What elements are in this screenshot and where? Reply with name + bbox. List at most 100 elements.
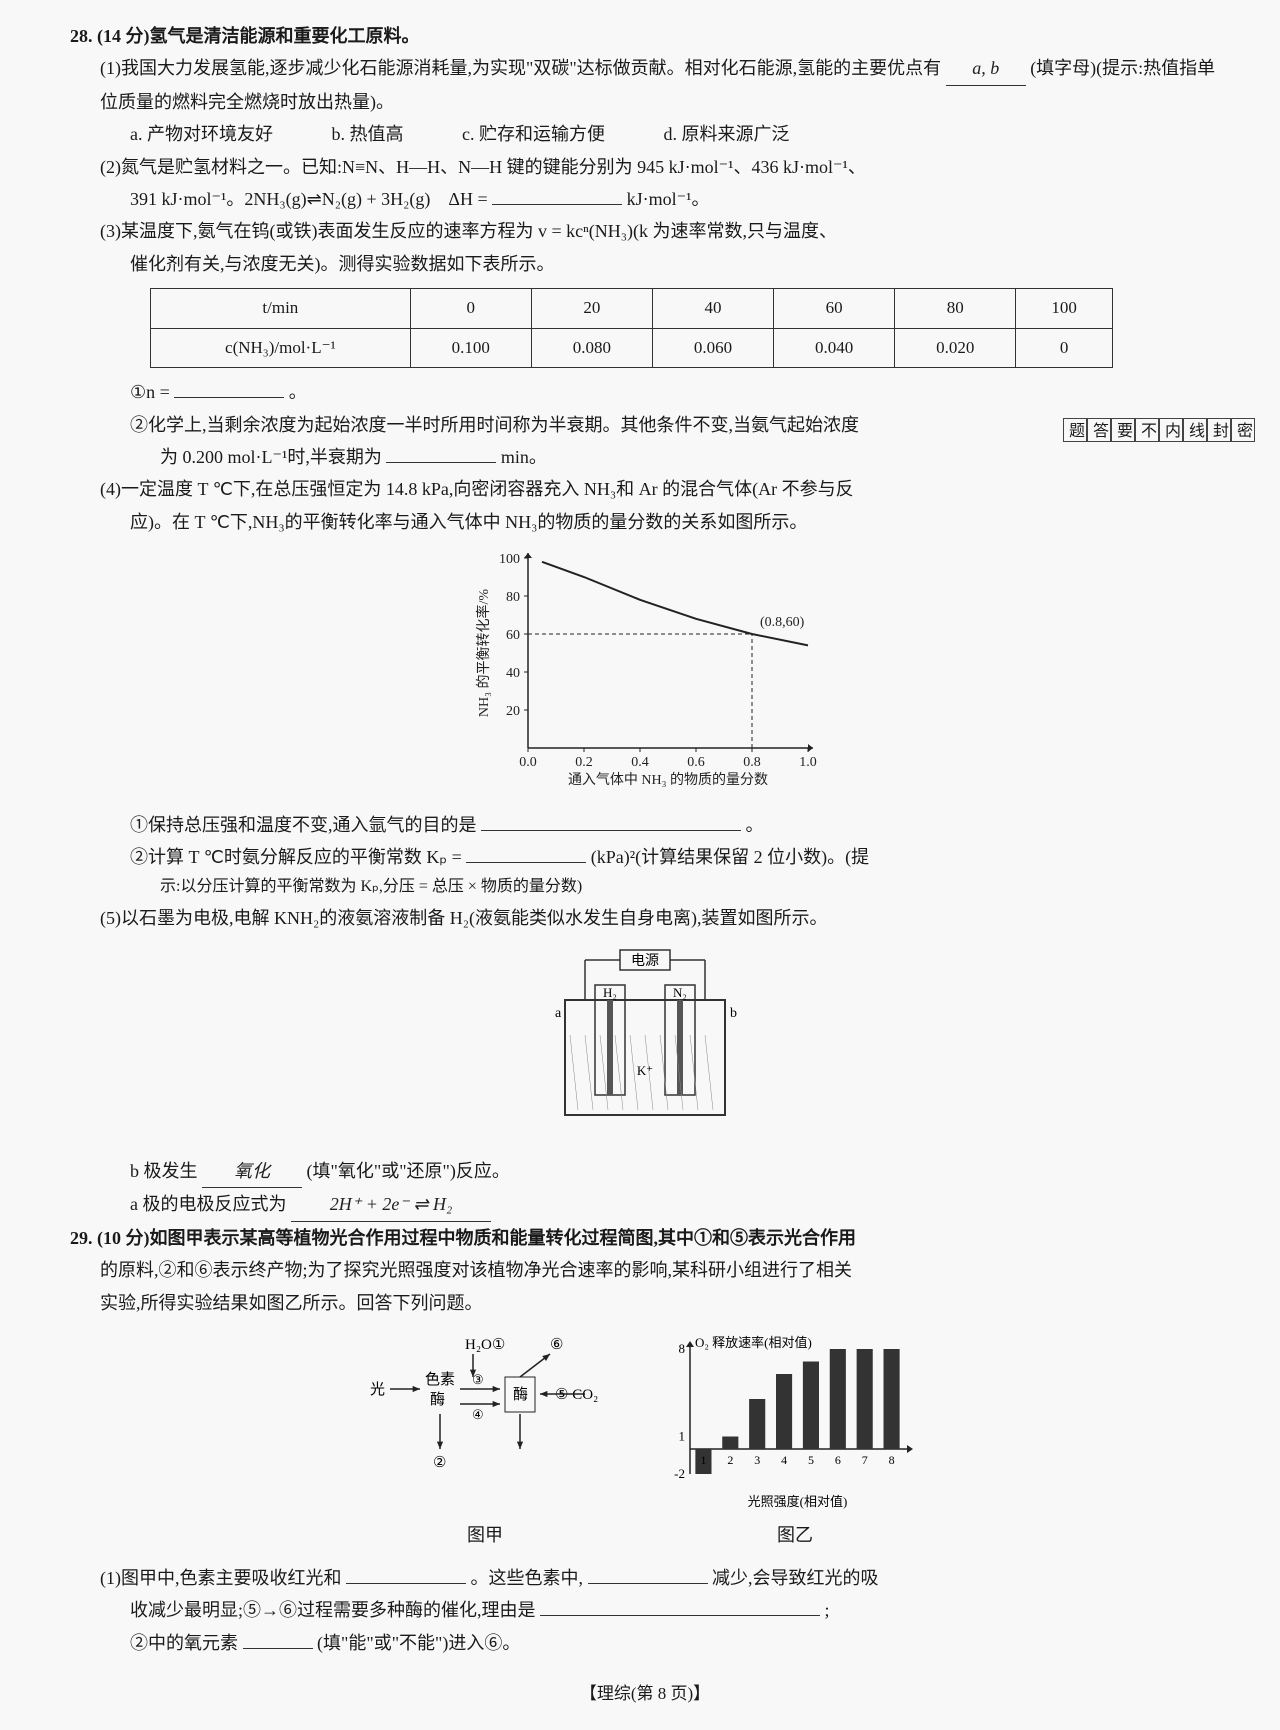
q28-p3-q1-end: 。 [289, 382, 307, 402]
svg-text:光照强度(相对值): 光照强度(相对值) [748, 1494, 848, 1509]
svg-text:通入气体中 NH₃ 的物质的量分数: 通入气体中 NH₃ 的物质的量分数 [567, 772, 767, 788]
q28-part1: (1)我国大力发展氢能,逐步减少化石能源消耗量,为实现"双碳"达标做贡献。相对化… [70, 52, 1220, 118]
svg-text:8: 8 [889, 1453, 895, 1467]
svg-text:8: 8 [679, 1341, 686, 1356]
q28-p3-q1-blank [174, 397, 284, 398]
q29-q1-line2a: 收减少最明显;⑤→⑥过程需要多种酶的催化,理由是 [130, 1600, 536, 1620]
q28-p5-line1: (5)以石墨为电极,电解 KNH₂的液氨溶液制备 H₂(液氨能类似水发生自身电离… [70, 902, 1220, 934]
svg-text:80: 80 [506, 590, 520, 605]
q28-p3-line2: 催化剂有关,与浓度无关)。测得实验数据如下表所示。 [70, 248, 1220, 280]
svg-text:6: 6 [835, 1453, 841, 1467]
th: t/min [151, 289, 411, 329]
margin-char: 密 [1231, 418, 1255, 442]
svg-text:40: 40 [506, 666, 520, 681]
q28-p5-qb-suffix: (填"氧化"或"还原")反应。 [307, 1161, 510, 1181]
svg-text:③: ③ [472, 1372, 484, 1387]
q28-p5-diagram-wrap: 电源H₂N₂abK⁺ [70, 945, 1220, 1145]
light-intensity-chart: -21812345678O₂ 释放速率(相对值)光照强度(相对值) [655, 1329, 935, 1509]
svg-text:2: 2 [727, 1453, 733, 1467]
opt-a: a. 产物对环境友好 [130, 124, 273, 144]
margin-char: 要 [1111, 418, 1135, 442]
svg-text:电源: 电源 [631, 953, 659, 969]
q29-q1-end: 减少,会导致红光的吸 [712, 1568, 879, 1588]
svg-text:(0.8,60): (0.8,60) [760, 615, 805, 630]
question-29: 29. (10 分)如图甲表示某高等植物光合作用过程中物质和能量转化过程简图,其… [70, 1222, 1220, 1659]
q28-p4-q1-blank [481, 830, 741, 831]
q28-p4-q2-blank [466, 862, 586, 863]
electrolysis-diagram: 电源H₂N₂abK⁺ [525, 945, 765, 1135]
th: 40 [652, 289, 773, 329]
q29-diagram-b-label: 图乙 [655, 1519, 935, 1551]
q28-p4-q1: ①保持总压强和温度不变,通入氩气的目的是 [130, 815, 477, 835]
q29-q1-blank2 [588, 1583, 708, 1584]
svg-text:1: 1 [700, 1453, 706, 1467]
svg-text:K⁺: K⁺ [637, 1063, 653, 1078]
svg-text:0.8: 0.8 [743, 755, 761, 770]
q28-p4-chart: 204060801000.00.20.40.60.81.0(0.8,60)NH₃… [70, 548, 1220, 798]
q28-p3-q1: ①n = [130, 382, 170, 402]
svg-text:⑥: ⑥ [550, 1337, 563, 1353]
q28-p5-qa-wrap: a 极的电极反应式为 2H⁺ + 2e⁻ ⇌ H₂ [70, 1188, 1220, 1221]
q28-p2-line2-end: kJ·mol⁻¹。 [627, 189, 710, 209]
q28-p1-answer: a, b [946, 52, 1026, 85]
margin-char: 不 [1135, 418, 1159, 442]
svg-text:色素: 色素 [425, 1371, 455, 1388]
q28-p5-qa-prefix: a 极的电极反应式为 [130, 1194, 287, 1214]
svg-text:NH₃ 的平衡转化率/%: NH₃ 的平衡转化率/% [475, 589, 492, 717]
q29-q1-blank3 [540, 1615, 820, 1616]
q29-line3: 实验,所得实验结果如图乙所示。回答下列问题。 [70, 1287, 1220, 1319]
q28-p1-options: a. 产物对环境友好 b. 热值高 c. 贮存和运输方便 d. 原料来源广泛 [70, 118, 1220, 150]
th: 80 [895, 289, 1016, 329]
svg-text:酶: 酶 [430, 1391, 445, 1408]
svg-text:光: 光 [370, 1381, 385, 1398]
q28-p2-blank [492, 204, 622, 205]
svg-text:1: 1 [679, 1428, 686, 1443]
margin-seal-text: 密 封 线 内 不 要 答 题 [1063, 400, 1255, 460]
q29-q1-line3-wrap: ②中的氧元素 (填"能"或"不能")进入⑥。 [70, 1627, 1220, 1659]
q28-p5-qa-hw: 2H⁺ + 2e⁻ ⇌ H₂ [291, 1188, 491, 1221]
svg-text:0.4: 0.4 [631, 755, 649, 770]
svg-text:5: 5 [808, 1453, 814, 1467]
svg-text:100: 100 [499, 552, 520, 567]
td: 0.100 [410, 328, 531, 368]
q28-p5-qb-hw: 氧化 [202, 1155, 302, 1188]
svg-text:酶: 酶 [513, 1386, 528, 1403]
svg-text:②: ② [433, 1455, 446, 1471]
svg-text:20: 20 [506, 704, 520, 719]
q28-p5-qb-wrap: b 极发生 氧化 (填"氧化"或"还原")反应。 [70, 1155, 1220, 1188]
opt-c: c. 贮存和运输方便 [462, 124, 605, 144]
margin-char: 内 [1159, 418, 1183, 442]
td-label: c(NH₃)/mol·L⁻¹ [151, 328, 411, 368]
td: 0.040 [774, 328, 895, 368]
q28-p4-line2: 应)。在 T ℃下,NH₃的平衡转化率与通入气体中 NH₃的物质的量分数的关系如… [70, 506, 1220, 538]
q28-p3-q2-end: min。 [501, 447, 547, 467]
margin-char: 答 [1087, 418, 1111, 442]
svg-text:b: b [730, 1006, 737, 1021]
q28-p3-q2-line2-wrap: 为 0.200 mol·L⁻¹时,半衰期为 min。 [70, 441, 1220, 473]
q29-diagrams: 光色素酶H₂O①③④酶⑥⑤ CO₂② 图甲 -21812345678O₂ 释放速… [70, 1329, 1220, 1552]
page-footer: 【理综(第 8 页)】 [70, 1679, 1220, 1710]
td: 0.060 [652, 328, 773, 368]
q29-q1-line1: (1)图甲中,色素主要吸收红光和 [100, 1568, 342, 1588]
svg-text:④: ④ [472, 1407, 484, 1422]
margin-char: 题 [1063, 418, 1087, 442]
th: 20 [531, 289, 652, 329]
svg-text:H₂: H₂ [603, 985, 617, 1000]
table-header-row: t/min 0 20 40 60 80 100 [151, 289, 1113, 329]
q29-q1-line2-wrap: 收减少最明显;⑤→⑥过程需要多种酶的催化,理由是 ; [70, 1594, 1220, 1626]
q28-data-table: t/min 0 20 40 60 80 100 c(NH₃)/mol·L⁻¹ 0… [150, 288, 1220, 368]
q28-p4-q1-end: 。 [746, 815, 764, 835]
td: 0.020 [895, 328, 1016, 368]
q28-p3-q1-wrap: ①n = 。 [70, 376, 1220, 408]
q28-p4-q2: ②计算 T ℃时氨分解反应的平衡常数 Kₚ = [130, 847, 462, 867]
q29-q1-line3: ②中的氧元素 [130, 1633, 238, 1653]
q29-header-text: 29. (10 分)如图甲表示某高等植物光合作用过程中物质和能量转化过程简图,其… [70, 1228, 856, 1248]
q28-p5-qb-prefix: b 极发生 [130, 1161, 198, 1181]
svg-text:N₂: N₂ [673, 985, 687, 1000]
svg-text:1.0: 1.0 [799, 755, 817, 770]
svg-text:7: 7 [862, 1453, 868, 1467]
svg-text:0.6: 0.6 [687, 755, 705, 770]
q29-q1-blank4 [243, 1648, 313, 1649]
q28-header: 28. (14 分)氢气是清洁能源和重要化工原料。 [70, 20, 1220, 52]
svg-text:60: 60 [506, 628, 520, 643]
